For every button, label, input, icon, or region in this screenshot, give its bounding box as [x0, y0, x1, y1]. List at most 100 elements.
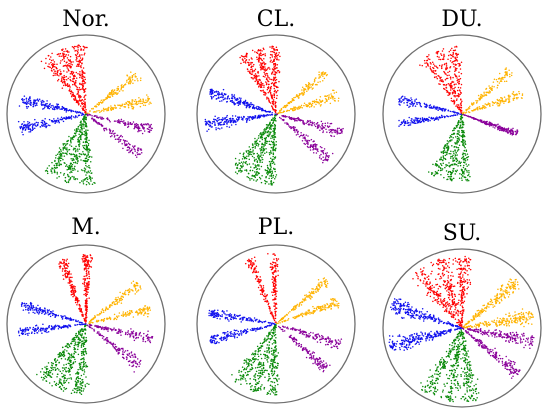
- scatter-point: [321, 72, 323, 75]
- scatter-point: [80, 180, 83, 182]
- scatter-point: [74, 165, 76, 168]
- scatter-point: [66, 50, 69, 52]
- scatter-point: [70, 140, 72, 143]
- scatter-point: [82, 179, 85, 181]
- scatter-point: [86, 178, 89, 181]
- scatter-point: [516, 97, 518, 100]
- scatter-point: [275, 67, 277, 69]
- scatter-point: [251, 174, 254, 177]
- scatter-point: [464, 154, 467, 156]
- scatter-point: [406, 99, 409, 102]
- scatter-point: [511, 72, 513, 74]
- scatter-point: [57, 106, 59, 108]
- scatter-point: [439, 108, 441, 110]
- scatter-point: [66, 140, 68, 143]
- scatter-point: [259, 52, 262, 54]
- scatter-point: [79, 45, 82, 48]
- scatter-point: [262, 75, 265, 78]
- scatter-point: [72, 135, 75, 137]
- scatter-point: [63, 50, 65, 53]
- scatter-point: [82, 67, 85, 69]
- scatter-point: [77, 102, 80, 104]
- scatter-point: [485, 94, 488, 97]
- scatter-point: [97, 104, 100, 106]
- scatter-point: [315, 77, 317, 79]
- scatter-point: [513, 97, 515, 99]
- scatter-point: [225, 119, 228, 121]
- scatter-point: [61, 270, 64, 272]
- scatter-point: [128, 151, 130, 154]
- scatter-point: [404, 122, 407, 125]
- scatter-point: [305, 85, 307, 88]
- scatter-point: [271, 112, 273, 114]
- scatter-point: [129, 123, 132, 125]
- scatter-point: [449, 87, 452, 89]
- scatter-point: [315, 145, 317, 148]
- scatter-point: [80, 102, 83, 104]
- scatter-point: [69, 60, 71, 62]
- scatter-point: [427, 63, 429, 65]
- scatter-point: [27, 105, 30, 108]
- scatter-point: [269, 150, 272, 152]
- scatter-point: [43, 120, 46, 123]
- scatter-point: [65, 65, 68, 67]
- scatter-point: [210, 126, 213, 128]
- scatter-point: [269, 122, 271, 124]
- scatter-point: [411, 121, 414, 123]
- scatter-point: [116, 138, 118, 140]
- scatter-point: [109, 93, 111, 96]
- scatter-point: [445, 163, 447, 166]
- scatter-point: [68, 168, 70, 170]
- scatter-point: [89, 160, 92, 163]
- scatter-point: [307, 141, 309, 143]
- scatter-point: [73, 178, 75, 180]
- scatter-point: [273, 123, 276, 126]
- scatter-point: [271, 47, 273, 49]
- scatter-point: [117, 85, 119, 88]
- scatter-point: [306, 104, 308, 106]
- scatter-point: [75, 79, 77, 82]
- scatter-point: [252, 149, 254, 151]
- scatter-point: [117, 141, 120, 143]
- scatter-point: [274, 127, 276, 129]
- scatter-point: [230, 119, 232, 121]
- scatter-point: [436, 171, 438, 173]
- scatter-point: [66, 61, 68, 63]
- scatter-point: [447, 109, 450, 112]
- scatter-point: [25, 100, 28, 102]
- scatter-point: [442, 150, 445, 152]
- scatter-point: [254, 116, 256, 118]
- scatter-point: [251, 61, 254, 64]
- scatter-point: [122, 121, 124, 123]
- scatter-point: [257, 49, 260, 51]
- scatter-point: [415, 98, 418, 100]
- scatter-point: [66, 67, 68, 69]
- scatter-point: [245, 160, 247, 163]
- scatter-point: [444, 158, 447, 161]
- scatter-point: [71, 276, 73, 279]
- scatter-point: [42, 120, 44, 122]
- scatter-point: [447, 71, 449, 74]
- scatter-point: [488, 90, 491, 92]
- scatter-point: [120, 105, 122, 107]
- scatter-point: [417, 101, 419, 104]
- scatter-point: [126, 123, 129, 125]
- scatter-point: [60, 116, 63, 119]
- scatter-point: [72, 157, 74, 160]
- scatter-point: [451, 47, 453, 50]
- scatter-point: [81, 72, 83, 74]
- scatter-point: [77, 137, 80, 139]
- scatter-point: [449, 115, 451, 117]
- scatter-point: [26, 125, 29, 127]
- scatter-point: [419, 64, 421, 66]
- scatter-point: [254, 75, 257, 78]
- scatter-point: [439, 169, 442, 172]
- scatter-point: [448, 74, 450, 77]
- scatter-point: [100, 123, 103, 126]
- scatter-point: [445, 64, 448, 66]
- scatter-point: [68, 62, 70, 65]
- scatter-point: [461, 179, 463, 182]
- scatter-point: [87, 129, 89, 132]
- scatter-point: [453, 167, 455, 170]
- scatter-point: [68, 89, 70, 92]
